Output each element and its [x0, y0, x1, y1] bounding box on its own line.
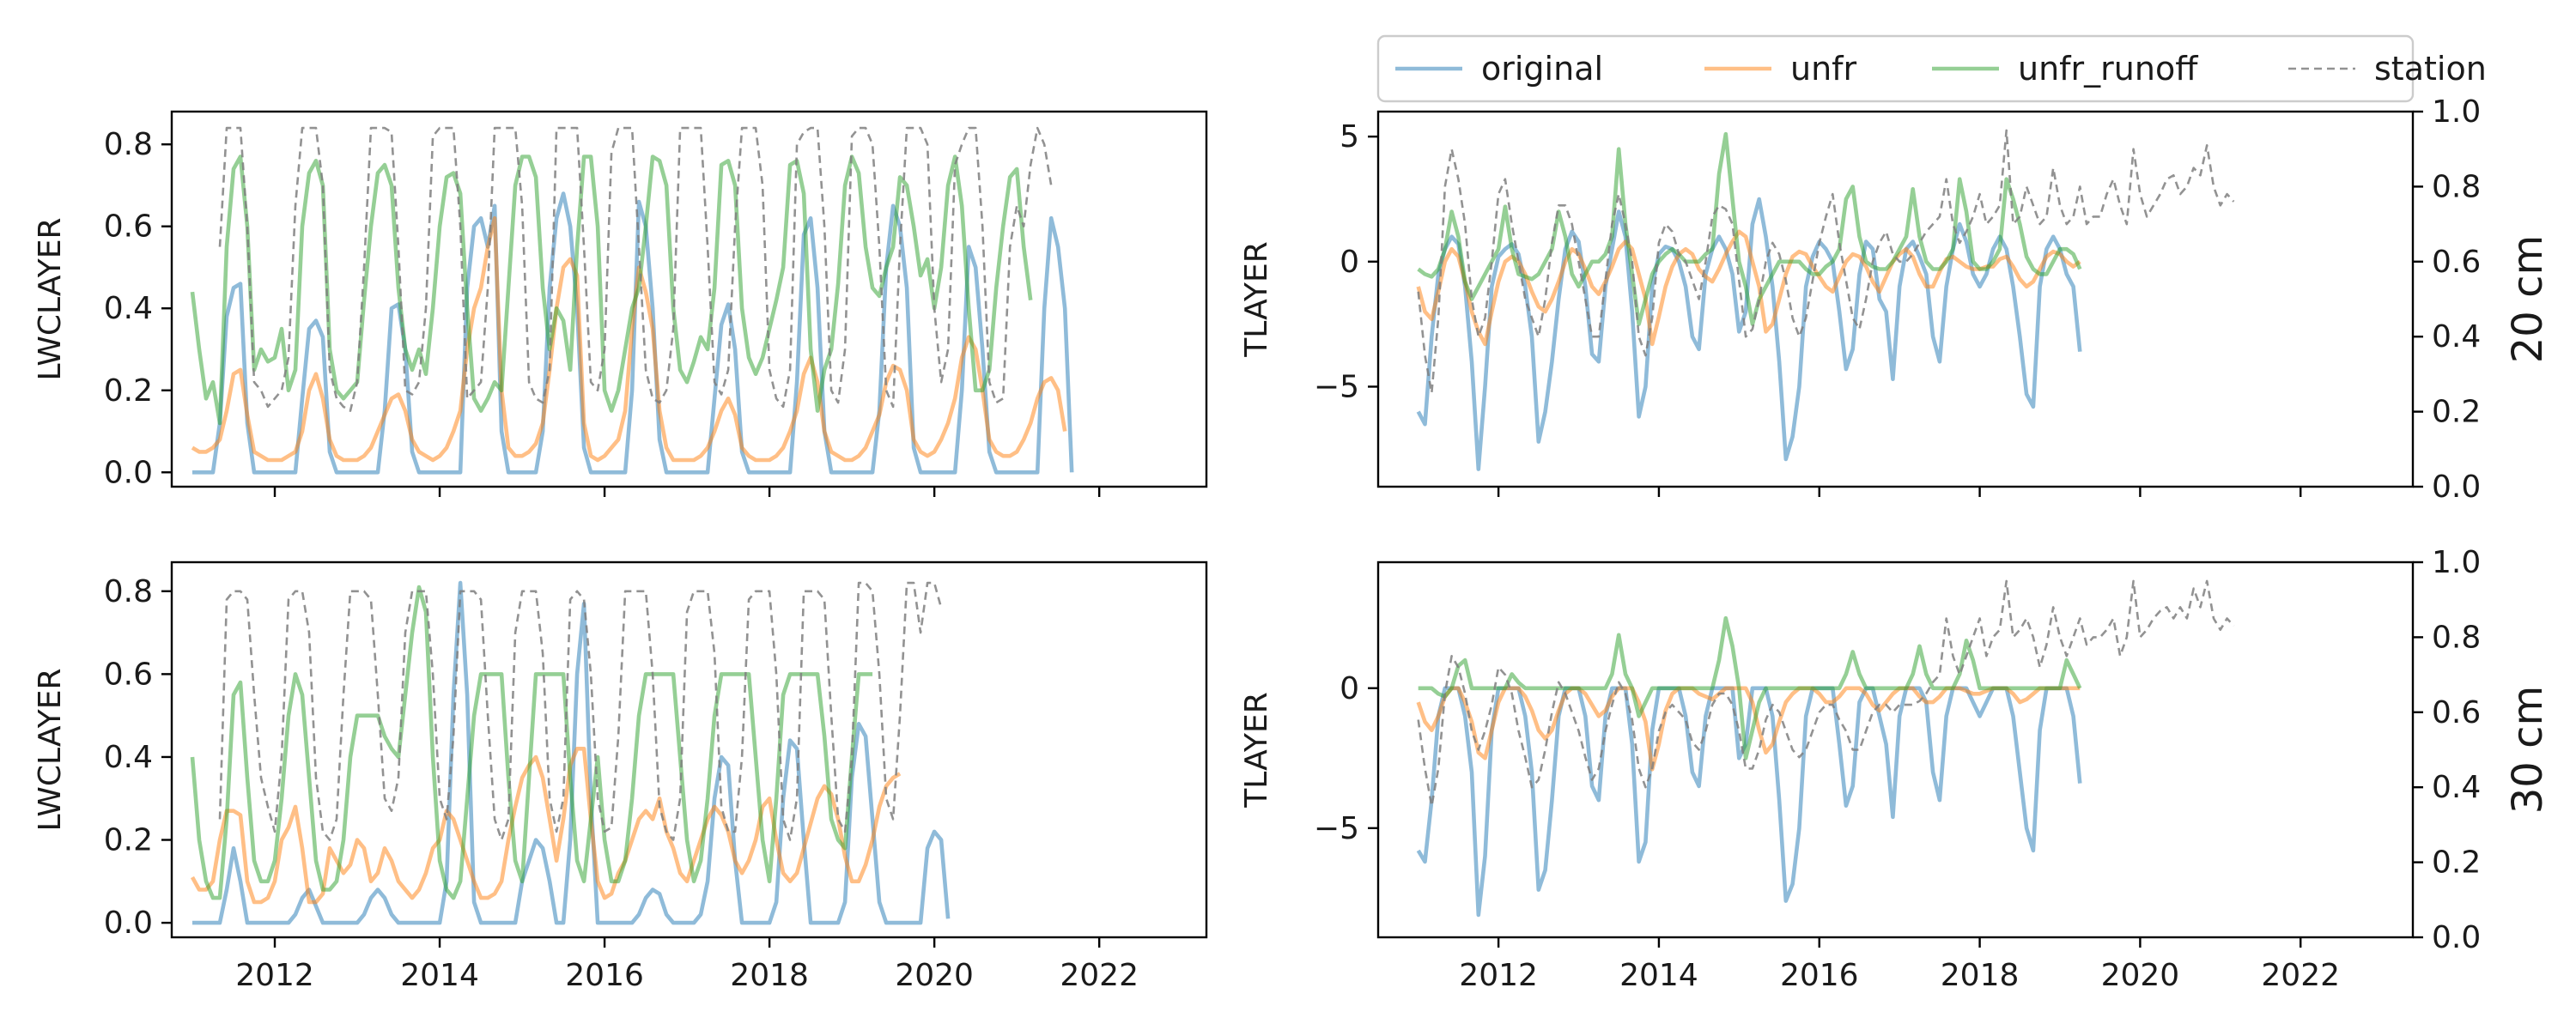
series-group	[190, 126, 1074, 475]
y-tick-label: 0.6	[104, 209, 153, 245]
right-y-tick-label: 0.4	[2432, 770, 2481, 805]
series-line-unfr_runoff	[190, 154, 1033, 426]
right-y-tick-label: 0.4	[2432, 319, 2481, 354]
series-line-station	[218, 581, 943, 841]
legend-label-unfr_runoff: unfr_runoff	[2018, 50, 2198, 88]
right-y-tick-label: 1.0	[2432, 94, 2481, 130]
series-line-original	[1416, 686, 2082, 918]
legend-label-unfr: unfr	[1790, 50, 1857, 88]
legend-label-station: station	[2374, 50, 2487, 88]
right-y-tick-label: 0.6	[2432, 245, 2481, 280]
series-group	[190, 580, 951, 925]
y-tick-label: 5	[1340, 119, 1359, 154]
right-y-tick-label: 0.0	[2432, 470, 2481, 505]
x-tick-label: 2018	[1941, 958, 2020, 993]
y-tick-label: −5	[1314, 811, 1359, 846]
x-tick-label: 2012	[1459, 958, 1538, 993]
y-tick-label: 0.4	[104, 291, 153, 326]
x-tick-label: 2020	[895, 958, 974, 993]
right-y-tick-label: 0.6	[2432, 695, 2481, 730]
x-tick-label: 2020	[2101, 958, 2180, 993]
panel-bottom-left: 0.0 0.2 0.4 0.6 0.8 2012 2014 2016 2018 2020 2022 L…	[33, 560, 1208, 993]
depth-label: 20 cm	[2504, 235, 2552, 363]
x-tick-label: 2012	[235, 958, 314, 993]
y-axis-label: TLAYER	[1239, 241, 1274, 357]
y-tick-label: 0	[1340, 671, 1359, 706]
y-axis-label: LWCLAYER	[33, 669, 68, 832]
y-tick-label: 0.2	[104, 373, 153, 409]
x-tick-label: 2018	[730, 958, 809, 993]
series-line-unfr_runoff	[1418, 615, 2082, 760]
right-y-tick-label: 0.2	[2432, 395, 2481, 430]
right-y-tick-label: 0.2	[2432, 845, 2481, 881]
series-line-unfr_runoff	[1417, 131, 2082, 326]
y-tick-label: 0.0	[104, 455, 153, 490]
series-line-original	[192, 580, 951, 925]
y-tick-label: 0.6	[104, 657, 153, 692]
x-tick-label: 2016	[565, 958, 644, 993]
y-axis-label: LWCLAYER	[33, 218, 68, 381]
legend-label-original: original	[1481, 50, 1603, 88]
series-line-original	[1416, 197, 2082, 471]
x-tick-label: 2022	[2261, 958, 2340, 993]
panel-top-left: 0.0 0.2 0.4 0.6 0.8 LWCLAYER	[33, 110, 1208, 497]
axes-frame	[170, 560, 1208, 939]
right-y-tick-label: 0.8	[2432, 169, 2481, 204]
y-tick-label: 0	[1340, 245, 1359, 280]
y-tick-label: −5	[1314, 369, 1359, 404]
x-tick-label: 2016	[1780, 958, 1859, 993]
legend-frame	[1376, 34, 2415, 103]
legend: original unfr unfr_runoff station	[1376, 34, 2487, 103]
series-line-unfr_runoff	[190, 585, 873, 900]
series-group	[1416, 579, 2235, 918]
right-y-tick-label: 0.8	[2432, 620, 2481, 655]
right-y-tick-label: 0.0	[2432, 920, 2481, 955]
axes-frame	[1376, 560, 2415, 939]
y-axis-label: TLAYER	[1239, 692, 1274, 808]
y-tick-label: 0.4	[104, 740, 153, 775]
series-line-station	[1417, 129, 2235, 395]
series-line-station	[218, 126, 1053, 412]
y-tick-label: 0.8	[104, 127, 153, 162]
axes-frame	[170, 110, 1208, 488]
x-tick-label: 2014	[1619, 958, 1698, 993]
y-tick-label: 0.8	[104, 574, 153, 609]
x-tick-label: 2022	[1060, 958, 1139, 993]
series-line-unfr	[1416, 229, 2081, 347]
series-line-unfr	[1416, 686, 2081, 772]
series-line-station	[1417, 579, 2235, 808]
series-group	[1416, 129, 2235, 471]
right-y-tick-label: 1.0	[2432, 545, 2481, 580]
y-tick-label: 0.2	[104, 823, 153, 858]
series-line-original	[192, 191, 1074, 475]
y-tick-label: 0.0	[104, 906, 153, 941]
panel-top-right: −5 0 5 TLAYER 0.0 0.2 0.4 0.6 0.8 1.0 20 cm	[1239, 94, 2552, 505]
panel-bottom-right: −5 0 2012 2014 2016 2018 2020 2022 TLAYER 0.0 0.2 0…	[1239, 545, 2552, 993]
series-line-unfr	[191, 215, 1067, 463]
x-tick-label: 2014	[400, 958, 479, 993]
depth-label: 30 cm	[2504, 686, 2552, 814]
series-line-unfr	[190, 747, 902, 905]
axes-frame	[1376, 110, 2415, 488]
